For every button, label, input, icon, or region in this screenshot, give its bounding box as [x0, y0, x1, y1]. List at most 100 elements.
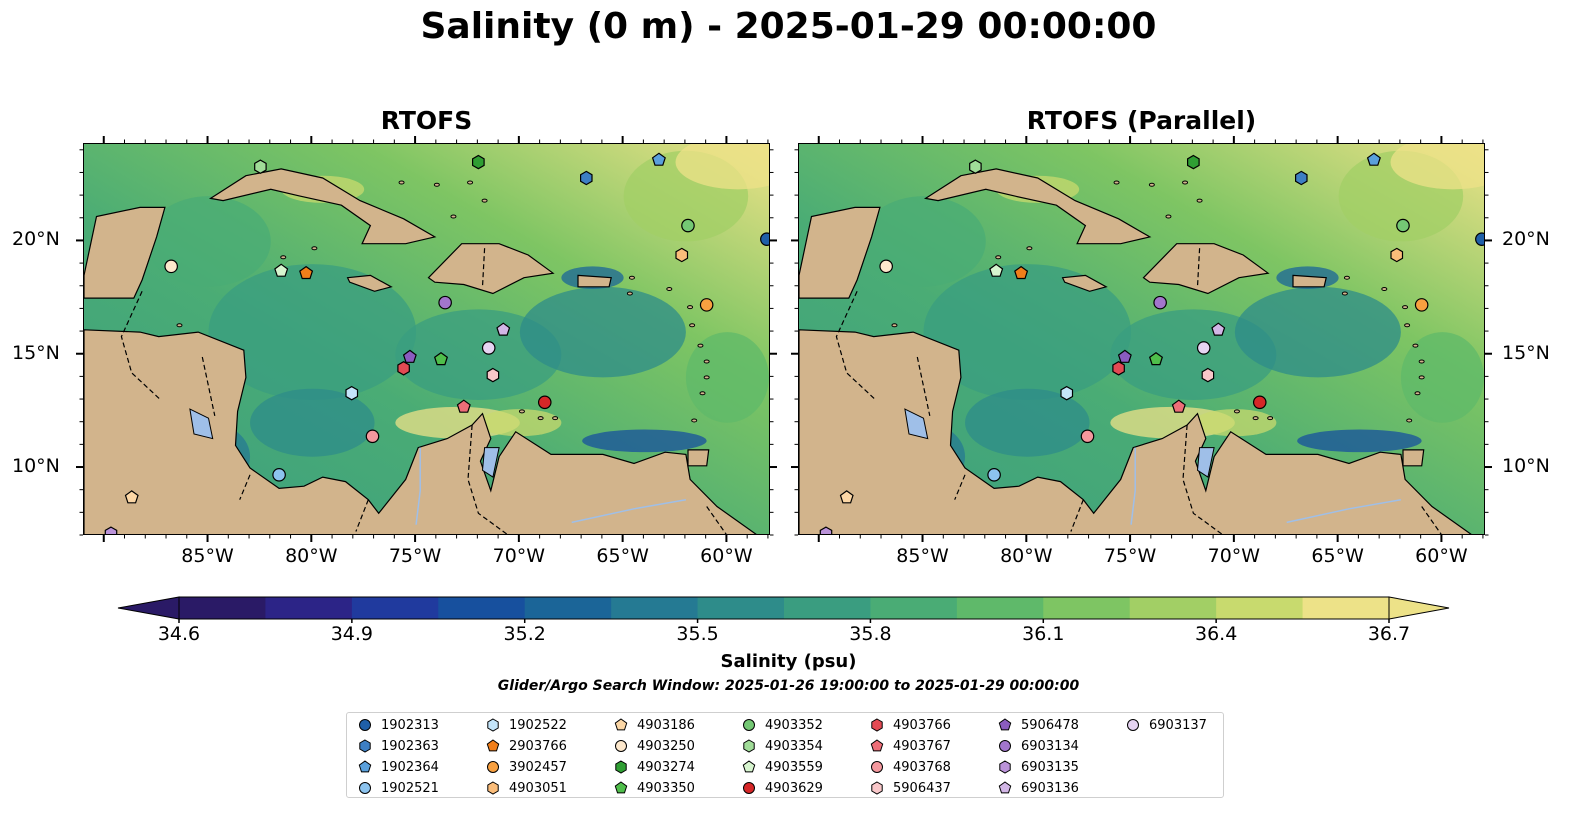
- legend-item-1902522: 1902522: [485, 715, 567, 735]
- platform-marker-6903135[interactable]: [819, 526, 833, 535]
- legend-label: 4903767: [893, 738, 951, 754]
- lat-tick-label: 10°N: [1502, 455, 1550, 478]
- platform-marker-1902313[interactable]: [1475, 232, 1485, 246]
- island: [467, 180, 474, 185]
- platform-marker-4903766[interactable]: [1112, 361, 1125, 376]
- lon-tick-label: 70°W: [492, 545, 546, 567]
- lon-tick-label: 80°W: [1000, 545, 1053, 567]
- platform-marker-1902521[interactable]: [987, 468, 1001, 482]
- legend-item-2903766: 2903766: [485, 736, 567, 756]
- legend-marker-icon: [615, 760, 627, 774]
- platform-marker-1902364[interactable]: [651, 152, 666, 166]
- platform-marker-1902363[interactable]: [1295, 170, 1308, 186]
- island: [1414, 391, 1421, 396]
- platform-marker-4903051[interactable]: [1390, 247, 1404, 263]
- platform-marker-6903135[interactable]: [104, 526, 118, 535]
- platform-marker-1902313[interactable]: [760, 232, 770, 246]
- island: [481, 198, 488, 203]
- colorbar-bin: [784, 597, 871, 619]
- platform-marker-4903629[interactable]: [537, 395, 552, 410]
- island: [1196, 198, 1203, 203]
- platform-marker-4903354[interactable]: [254, 159, 267, 174]
- map-rtofs-parallel[interactable]: [798, 143, 1485, 535]
- legend-item-4903274: 4903274: [613, 757, 695, 777]
- island: [537, 416, 544, 421]
- island: [626, 291, 633, 296]
- panel-title-rtofs: RTOFS: [380, 106, 473, 135]
- legend-item-4903629: 4903629: [741, 778, 823, 798]
- colorbar-bin: [265, 597, 353, 619]
- legend-label: 6903137: [1149, 717, 1207, 733]
- platform-marker-4903352[interactable]: [681, 218, 695, 233]
- legend-marker-icon: [487, 718, 499, 732]
- platform-marker-4903250[interactable]: [879, 259, 893, 274]
- platform-marker-6903134[interactable]: [1153, 295, 1167, 310]
- platform-marker-5906437[interactable]: [486, 367, 500, 383]
- platform-marker-4903186[interactable]: [839, 490, 854, 504]
- legend-item-4903186: 4903186: [613, 715, 695, 735]
- island: [691, 418, 698, 423]
- country-border: [467, 424, 508, 534]
- platform-marker-4903354[interactable]: [969, 159, 982, 174]
- legend-item-3902457: 3902457: [485, 757, 567, 777]
- platform-marker-4903352[interactable]: [1396, 218, 1410, 233]
- platform-marker-6903137[interactable]: [481, 341, 496, 355]
- platform-marker-4903559[interactable]: [989, 263, 1004, 277]
- platform-marker-1902522[interactable]: [345, 385, 359, 401]
- island: [1113, 180, 1120, 185]
- colorbar: [117, 596, 1450, 623]
- map-rtofs[interactable]: [83, 143, 770, 535]
- platform-marker-4903250[interactable]: [164, 259, 178, 274]
- platform-marker-4903559[interactable]: [274, 263, 289, 277]
- legend-marker-icon: [359, 739, 371, 753]
- legend-marker-icon: [359, 782, 371, 794]
- platform-marker-3902457[interactable]: [699, 298, 714, 312]
- lat-tick-label: 15°N: [1502, 341, 1550, 364]
- platform-marker-3902457[interactable]: [1414, 298, 1429, 312]
- island: [1402, 305, 1409, 310]
- platform-marker-4903766[interactable]: [397, 361, 410, 376]
- island: [628, 275, 635, 280]
- platform-marker-2903766[interactable]: [299, 265, 314, 280]
- platform-marker-4903767[interactable]: [1171, 399, 1186, 413]
- river: [571, 498, 687, 524]
- island: [1418, 359, 1425, 364]
- country-border: [954, 474, 966, 500]
- colorbar-bin: [351, 597, 439, 619]
- platform-marker-6903136[interactable]: [496, 322, 511, 336]
- platform-marker-5906478[interactable]: [1117, 349, 1132, 363]
- country-border: [1182, 424, 1223, 534]
- platform-marker-6903136[interactable]: [1211, 322, 1226, 336]
- legend-marker-icon: [742, 760, 756, 773]
- platform-marker-4903629[interactable]: [1252, 395, 1267, 410]
- platform-marker-4903768[interactable]: [365, 429, 380, 444]
- platform-marker-4903350[interactable]: [1148, 351, 1164, 366]
- platform-marker-4903350[interactable]: [433, 351, 449, 366]
- platform-marker-5906478[interactable]: [402, 349, 417, 363]
- lon-tick-label: 85°W: [181, 545, 234, 567]
- platform-marker-4903768[interactable]: [1080, 429, 1095, 444]
- platform-marker-1902521[interactable]: [272, 468, 286, 482]
- island: [1165, 214, 1172, 219]
- platform-marker-1902364[interactable]: [1366, 152, 1381, 166]
- lon-tick-label: 85°W: [896, 545, 949, 567]
- platform-marker-4903051[interactable]: [675, 247, 689, 263]
- land-mass: [1402, 449, 1425, 467]
- platform-marker-2903766[interactable]: [1014, 265, 1029, 280]
- platform-marker-1902522[interactable]: [1060, 385, 1074, 401]
- colorbar-bin: [179, 597, 266, 619]
- platform-marker-4903767[interactable]: [456, 399, 471, 413]
- platform-marker-4903274[interactable]: [472, 154, 485, 170]
- platform-marker-5906437[interactable]: [1201, 367, 1215, 383]
- panel-title-rtofs-parallel: RTOFS (Parallel): [1026, 106, 1257, 135]
- legend-item-4903354: 4903354: [741, 736, 823, 756]
- platform-marker-6903134[interactable]: [438, 295, 452, 310]
- colorbar-label: Salinity (psu): [720, 651, 857, 672]
- platform-marker-1902363[interactable]: [580, 170, 593, 186]
- island: [891, 323, 898, 328]
- platform-marker-4903186[interactable]: [124, 490, 139, 504]
- lon-tick-label: 65°W: [1311, 545, 1364, 567]
- platform-marker-6903137[interactable]: [1196, 341, 1211, 355]
- legend-label: 4903559: [765, 759, 823, 775]
- platform-marker-4903274[interactable]: [1187, 154, 1200, 170]
